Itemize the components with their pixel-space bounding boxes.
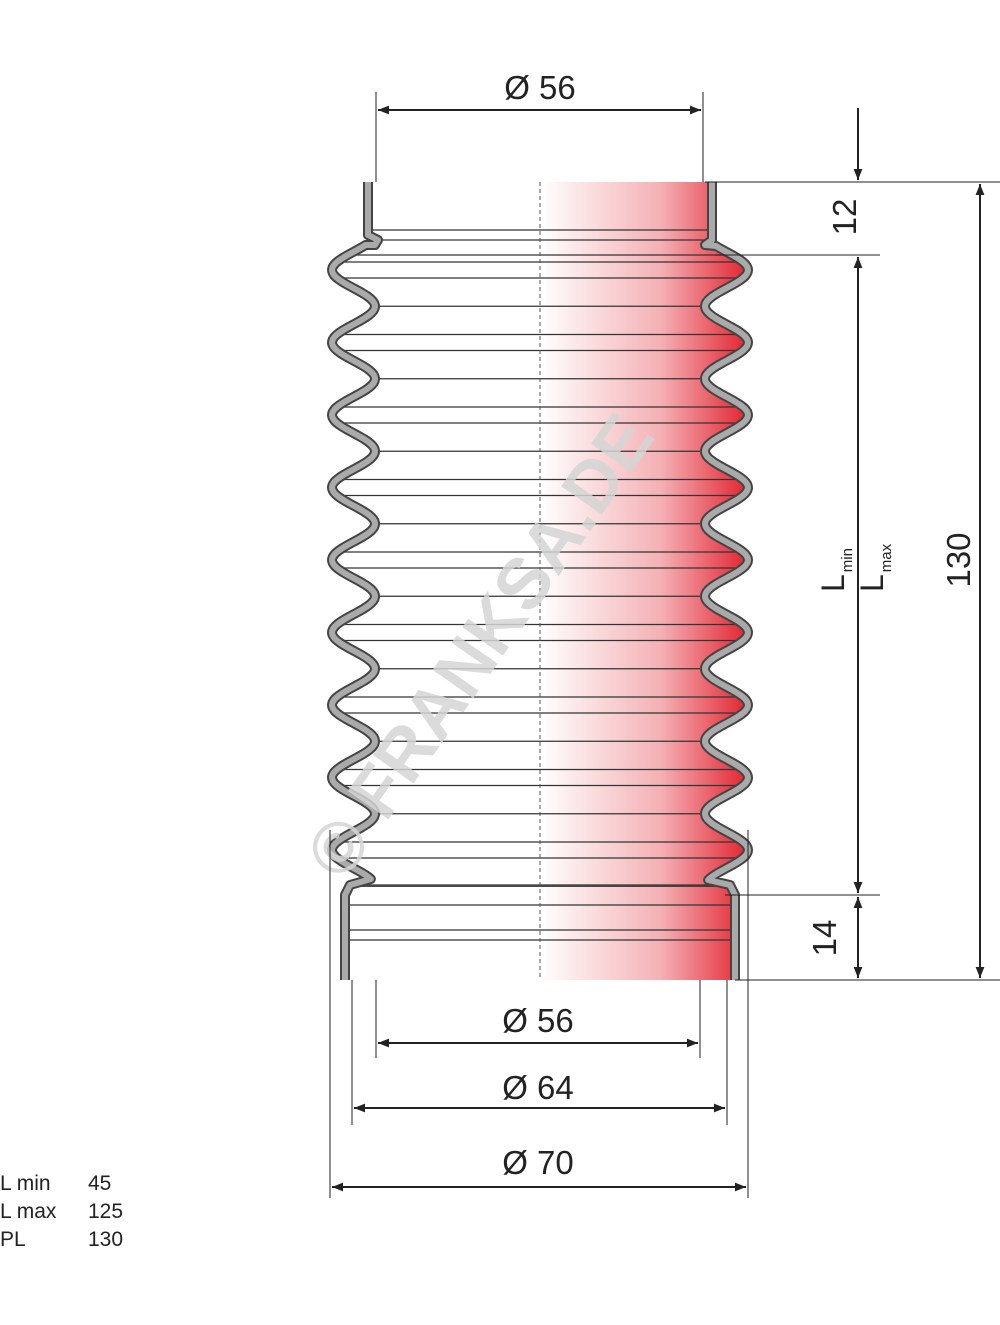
spec-value: 125	[88, 1200, 123, 1223]
l-max-label: Lmax	[854, 543, 895, 592]
bellows	[327, 182, 753, 980]
spec-table: L min 45 L max 125 PL 130	[0, 1172, 123, 1251]
spec-value: 130	[88, 1228, 123, 1251]
dimension-label: Ø 70	[502, 1144, 574, 1181]
spec-name: PL	[0, 1228, 26, 1251]
subscript: max	[878, 543, 895, 572]
spec-name: L max	[0, 1200, 57, 1223]
spec-name: L min	[0, 1172, 51, 1195]
dimension-label: 14	[806, 920, 843, 957]
dimension-label: Ø 56	[502, 1002, 574, 1039]
symbol: L	[815, 574, 851, 592]
dimension-label: Ø 64	[502, 1069, 574, 1106]
symbol: L	[854, 574, 890, 592]
dimensions: Ø 56 12 14 130 Lmin Lmax Ø 56 Ø 64 Ø 70	[329, 69, 1000, 1198]
spec-value: 45	[88, 1172, 111, 1195]
l-min-label: Lmin	[815, 548, 856, 592]
subscript: min	[839, 548, 856, 572]
dimension-label: Ø 56	[504, 69, 576, 106]
dimension-label: 130	[940, 532, 977, 587]
dimension-label: 12	[826, 199, 863, 236]
